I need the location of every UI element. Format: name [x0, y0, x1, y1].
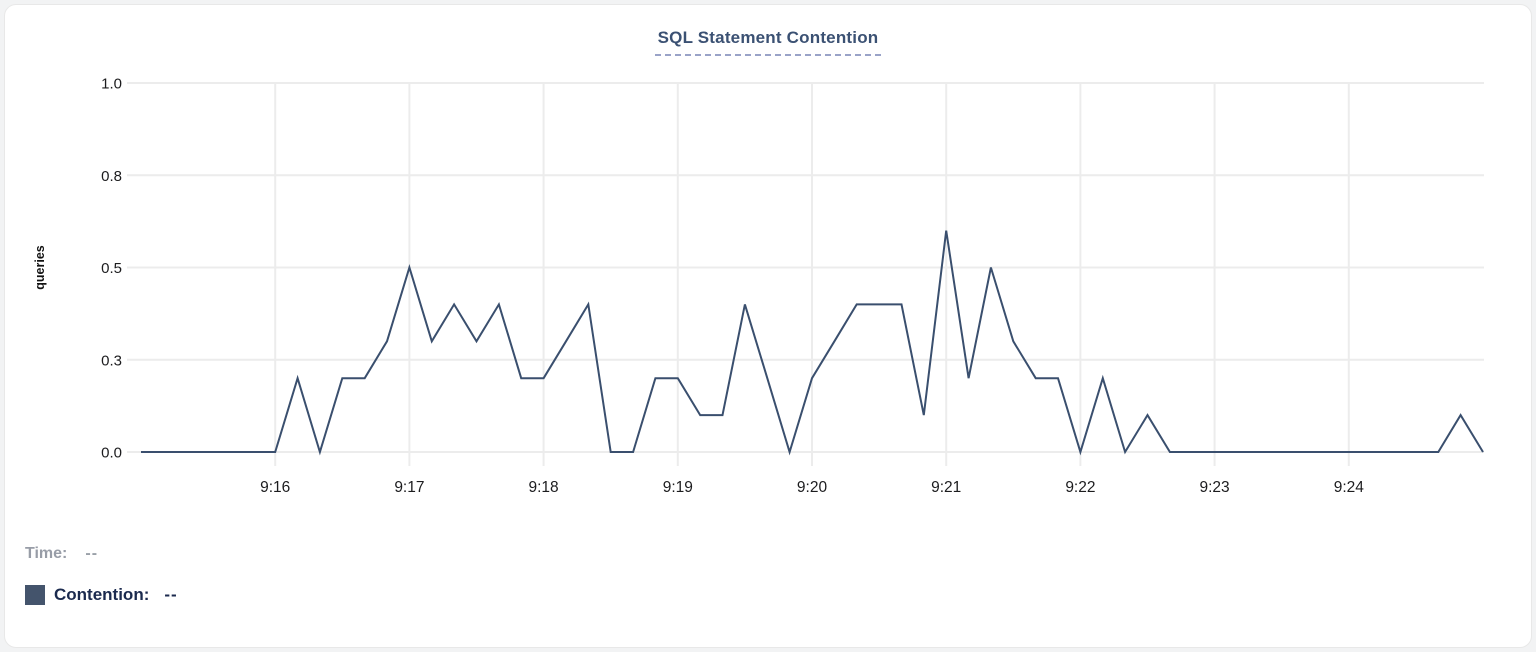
x-tick-label: 9:19 [663, 479, 693, 496]
x-tick-label: 9:23 [1200, 479, 1230, 496]
y-tick-label: 0.0 [101, 445, 122, 462]
tooltip-time-label: Time: [25, 545, 68, 562]
x-tick-label: 9:20 [797, 479, 828, 496]
tooltip-contention-value: -- [164, 585, 178, 604]
x-tick-label: 9:17 [394, 479, 424, 496]
chart-card [4, 4, 1532, 648]
chart-tooltip-readout: Time: -- Contention: -- [25, 545, 178, 605]
y-tick-label: 0.3 [101, 352, 122, 369]
contention-series-swatch [25, 585, 45, 605]
chart-header: SQL Statement Contention [0, 28, 1536, 56]
tooltip-time-value: -- [85, 545, 99, 562]
x-tick-label: 9:22 [1065, 479, 1095, 496]
contention-series-line [141, 230, 1484, 456]
y-axis-title: queries [33, 245, 47, 290]
y-tick-label: 0.8 [101, 168, 122, 185]
x-tick-label: 9:21 [931, 479, 961, 496]
tooltip-contention-row: Contention: -- [25, 585, 178, 605]
y-tick-label: 0.5 [101, 260, 122, 277]
tooltip-contention-label: Contention: [54, 585, 150, 604]
x-tick-label: 9:16 [260, 479, 290, 496]
x-tick-label: 9:24 [1334, 479, 1365, 496]
chart-title[interactable]: SQL Statement Contention [654, 28, 882, 56]
y-tick-label: 1.0 [101, 76, 122, 93]
x-tick-label: 9:18 [529, 479, 559, 496]
tooltip-time-row: Time: -- [25, 545, 178, 563]
